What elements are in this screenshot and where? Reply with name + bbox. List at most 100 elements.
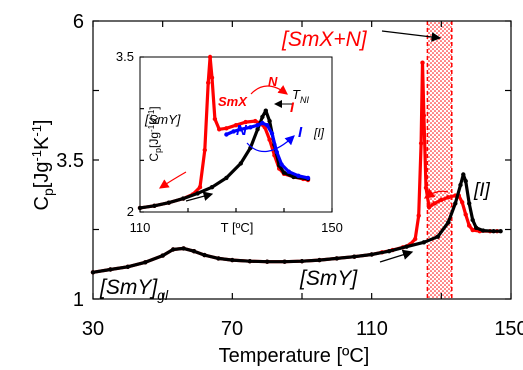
main-series-0-point-38 — [470, 227, 475, 233]
inset-series-0-point-9 — [209, 75, 215, 80]
inset-series-1-point-5 — [209, 185, 215, 190]
main-series-1-point-4 — [160, 253, 165, 258]
inset-series-1-point-2 — [166, 200, 171, 205]
main-series-1-point-14 — [299, 259, 305, 264]
x-tick-label-110: 110 — [356, 318, 388, 340]
inset-annotation-n-blue: N — [236, 122, 248, 139]
inset-series-1-point-6 — [224, 175, 229, 181]
inset-series-0-point-11 — [217, 127, 222, 132]
inset-series-2-point-0 — [224, 132, 229, 137]
main-series-1-point-17 — [352, 254, 357, 259]
y-axis-unit-mid: K — [31, 136, 53, 150]
inset-series-1-point-0 — [137, 205, 143, 211]
annotation-isotropic: [I] — [473, 180, 491, 201]
inset-series-2-point-2 — [238, 127, 243, 132]
inset-x-tick-150: 150 — [321, 220, 343, 235]
main-series-1-point-21 — [421, 240, 427, 245]
x-tick-label-150: 150 — [494, 318, 523, 340]
inset-series-1-point-15 — [281, 170, 287, 175]
inset-series-2-point-4 — [255, 123, 260, 128]
arrow-cooling-main — [423, 188, 449, 199]
main-series-line-1 — [92, 172, 501, 274]
inset-annotation-smx: SmX — [218, 94, 248, 109]
main-series-0-point-37 — [467, 223, 472, 228]
arrow-smx-n — [381, 30, 442, 42]
inset-series-2-point-8 — [274, 149, 279, 155]
inset-y-exp2: -1 — [147, 109, 156, 117]
main-series-1-point-26 — [461, 172, 466, 177]
inset-series-0-point-14 — [243, 119, 248, 125]
inset-y-unit-mid: K — [147, 117, 161, 125]
inset-series-1-point-4 — [195, 191, 200, 196]
main-series-1-point-25 — [458, 182, 463, 188]
inset-y-exp1: -1 — [147, 124, 156, 132]
inset-y-subscript: p — [153, 148, 163, 153]
main-series-1-point-15 — [317, 257, 322, 263]
main-series-1-point-8 — [202, 252, 207, 258]
y-axis-exp1: -1 — [29, 150, 44, 162]
main-series-1-point-6 — [181, 246, 186, 251]
inset-series-0-point-6 — [202, 147, 207, 153]
inset-annotation-isotropic: [I] — [313, 126, 325, 140]
main-series-0-point-35 — [460, 200, 465, 205]
inset-series-1-point-7 — [238, 161, 243, 166]
main-series-0-point-31 — [439, 197, 444, 203]
y-axis-unit: [Jg — [31, 162, 53, 189]
inset-ticks-group — [139, 56, 333, 213]
x-axis-title: Temperature [ºC] — [219, 345, 370, 367]
inset-arrow-blue-curve — [246, 135, 295, 152]
inset-series-1-point-10 — [260, 114, 265, 120]
arrow-heating-main — [379, 249, 414, 263]
main-series-1-point-11 — [247, 259, 252, 264]
main-series-group — [90, 60, 503, 275]
y-axis-unit-end: ] — [31, 120, 53, 126]
main-series-1-point-10 — [230, 257, 235, 263]
inset-annotation-n-red: N — [268, 74, 278, 89]
inset-tni-sub: NI — [300, 95, 309, 105]
y-tick-label-1: 1 — [73, 289, 84, 311]
inset-x-axis-title: T [ºC] — [221, 220, 254, 235]
inset-series-2-point-11 — [296, 173, 301, 178]
inset-series-0-point-7 — [206, 80, 211, 86]
inset-annotation-i-red: I — [290, 99, 295, 115]
inset-series-1-point-12 — [267, 118, 272, 124]
main-series-0-point-26 — [420, 60, 425, 65]
main-series-1-point-13 — [282, 259, 287, 264]
inset-series-2-point-7 — [269, 131, 275, 136]
main-series-0-point-24 — [416, 213, 421, 218]
transition-band — [427, 21, 452, 299]
y-axis-subscript: p — [40, 188, 56, 196]
inset-y-axis-title: Cp[Jg-1K-1] — [147, 106, 163, 161]
inset-y-unit-end: ] — [147, 106, 161, 109]
main-series-0-point-25 — [418, 141, 424, 146]
annotation-smy-glass-sub: gl — [157, 287, 169, 303]
main-series-1-point-2 — [125, 264, 130, 269]
x-tick-label-70: 70 — [221, 318, 243, 340]
inset-series-group — [137, 54, 311, 211]
inset-series-1-point-9 — [255, 127, 260, 132]
main-series-1-point-1 — [108, 267, 113, 272]
main-series-0-point-27 — [421, 113, 427, 118]
y-axis-title: Cp[Jg-1K-1] — [29, 120, 56, 211]
main-series-1-point-19 — [386, 249, 392, 254]
inset-annotation-i-blue: I — [298, 124, 303, 141]
main-series-1-point-29 — [470, 217, 475, 223]
main-series-0-point-29 — [426, 205, 432, 210]
annotation-smx-n: [SmX+N] — [281, 28, 368, 51]
inset-annotation-smy: [SmY] — [144, 112, 181, 127]
inset-x-tick-110: 110 — [130, 220, 151, 235]
main-series-1-point-20 — [404, 244, 409, 249]
y-tick-label-6: 6 — [73, 11, 84, 33]
main-series-1-point-16 — [334, 256, 339, 261]
inset-series-1-point-3 — [181, 196, 186, 201]
inset-series-2-point-12 — [305, 175, 311, 181]
main-series-1-point-7 — [191, 249, 197, 254]
inset-arrow-heating — [185, 191, 214, 202]
main-series-1-point-27 — [463, 178, 468, 184]
inset-tni-main: T — [292, 87, 301, 102]
inset-series-2-point-6 — [265, 123, 270, 128]
inset-series-0-point-5 — [197, 185, 203, 190]
main-series-1-point-32 — [491, 229, 496, 234]
main-series-0-point-28 — [423, 185, 429, 190]
